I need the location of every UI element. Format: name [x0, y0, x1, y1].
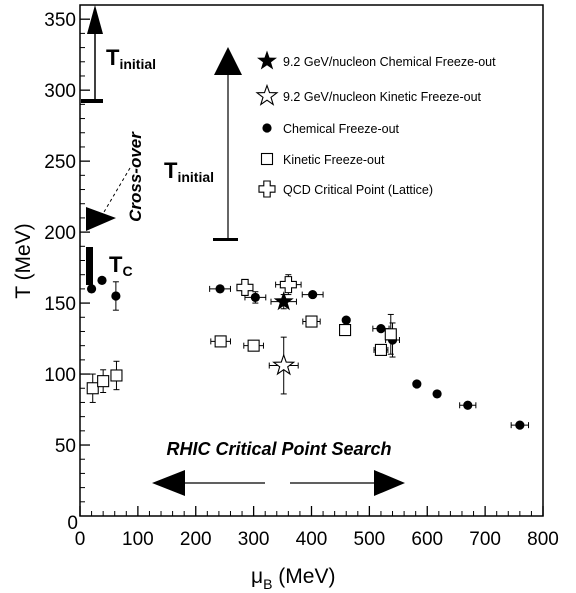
tc-bar	[86, 247, 93, 285]
legend-label: 9.2 GeV/nucleon Kinetic Freeze-out	[283, 90, 482, 104]
legend-marker	[260, 152, 274, 166]
data-point-9-2-gev-nucleon-kinetic-freeze-out	[272, 353, 296, 376]
x-tick-label: 700	[469, 529, 501, 550]
y-tick-label: 150	[44, 294, 76, 315]
x-axis-label: μB (MeV)	[251, 565, 335, 592]
crossover-label: Cross-over	[126, 131, 145, 222]
data-point-kinetic-freeze-out	[384, 328, 397, 341]
x-tick-label: 300	[238, 529, 270, 550]
data-point-chemical-freeze-out	[215, 284, 225, 294]
x-tick-label: 600	[411, 529, 443, 550]
data-point-qcd-critical-point-lattice	[279, 276, 297, 294]
arrow-up-head	[87, 5, 103, 34]
legend-label: Kinetic Freeze-out	[283, 153, 385, 167]
legend-label: QCD Critical Point (Lattice)	[283, 183, 433, 197]
data-point-qcd-critical-point-lattice	[236, 278, 254, 297]
data-point-chemical-freeze-out	[250, 292, 260, 303]
y-tick-label: 50	[55, 436, 76, 457]
y-tick-label: 250	[44, 152, 76, 173]
t-initial-label: Tinitial	[106, 45, 156, 72]
data-point-chemical-freeze-out	[341, 315, 351, 325]
data-point-kinetic-freeze-out	[86, 382, 99, 395]
legend-marker	[257, 50, 277, 70]
data-point-chemical-freeze-out	[86, 284, 97, 294]
data-point-chemical-freeze-out	[515, 420, 525, 430]
data-point-kinetic-freeze-out	[110, 369, 123, 382]
legend-label: Chemical Freeze-out	[283, 122, 400, 136]
data-marks	[86, 274, 530, 430]
data-point-chemical-freeze-out	[463, 400, 473, 410]
data-point-kinetic-freeze-out	[214, 335, 227, 348]
data-point-chemical-freeze-out	[97, 275, 107, 285]
rhic-label: RHIC Critical Point Search	[166, 439, 391, 459]
data-point-chemical-freeze-out	[376, 324, 386, 334]
legend-label: 9.2 GeV/nucleon Chemical Freeze-out	[283, 55, 496, 69]
tinitial-bar	[81, 99, 103, 103]
data-point-kinetic-freeze-out	[374, 343, 388, 356]
x-tick-label: 800	[527, 529, 559, 550]
data-point-chemical-freeze-out	[412, 379, 422, 389]
x-tick-label: 400	[296, 529, 328, 550]
axis-labels: μB (MeV) T (MeV)	[12, 223, 335, 592]
y-tick-label: 300	[44, 81, 76, 102]
x-tick-label: 100	[122, 529, 154, 550]
arrow-up-head	[214, 47, 242, 75]
data-point-9-2-gev-nucleon-chemical-freeze-out	[273, 291, 294, 311]
crossover-dashed-line	[103, 167, 131, 213]
x-tick-label: 0	[75, 529, 86, 550]
t-initial-label: Tinitial	[164, 158, 214, 185]
y-tick-label: 100	[44, 365, 76, 386]
x-axis-ticks: 0 100 200 300 400 500 600 700 800	[75, 506, 559, 550]
data-point-kinetic-freeze-out	[247, 339, 260, 352]
y-zero-label: 0	[67, 513, 78, 534]
rhic-arrow-right-head	[374, 470, 405, 496]
crossover-arrow-head	[86, 207, 116, 231]
legend-marker	[262, 123, 272, 133]
data-point-kinetic-freeze-out	[97, 375, 110, 388]
y-axis-ticks: 50 100 150 200 250 300 350 0	[44, 10, 90, 534]
data-point-kinetic-freeze-out	[305, 315, 318, 328]
data-point-kinetic-freeze-out	[339, 324, 352, 337]
annotations: Tinitial Tinitial Cross-over TC RHIC Critica…	[81, 5, 405, 496]
y-axis-label: T (MeV)	[12, 223, 35, 298]
data-point-chemical-freeze-out	[111, 291, 121, 301]
y-tick-label: 200	[44, 223, 76, 244]
data-point-chemical-freeze-out	[432, 389, 442, 399]
rhic-arrow-left-head	[152, 470, 185, 496]
x-tick-label: 200	[180, 529, 212, 550]
legend: 9.2 GeV/nucleon Chemical Freeze-out 9.2 G…	[255, 50, 496, 198]
legend-marker	[258, 180, 276, 198]
legend-marker	[255, 83, 279, 106]
tc-label: TC	[109, 252, 133, 279]
x-tick-label: 500	[354, 529, 386, 550]
tinitial-bar	[213, 238, 238, 241]
data-point-chemical-freeze-out	[308, 289, 318, 300]
y-tick-label: 350	[44, 10, 76, 31]
